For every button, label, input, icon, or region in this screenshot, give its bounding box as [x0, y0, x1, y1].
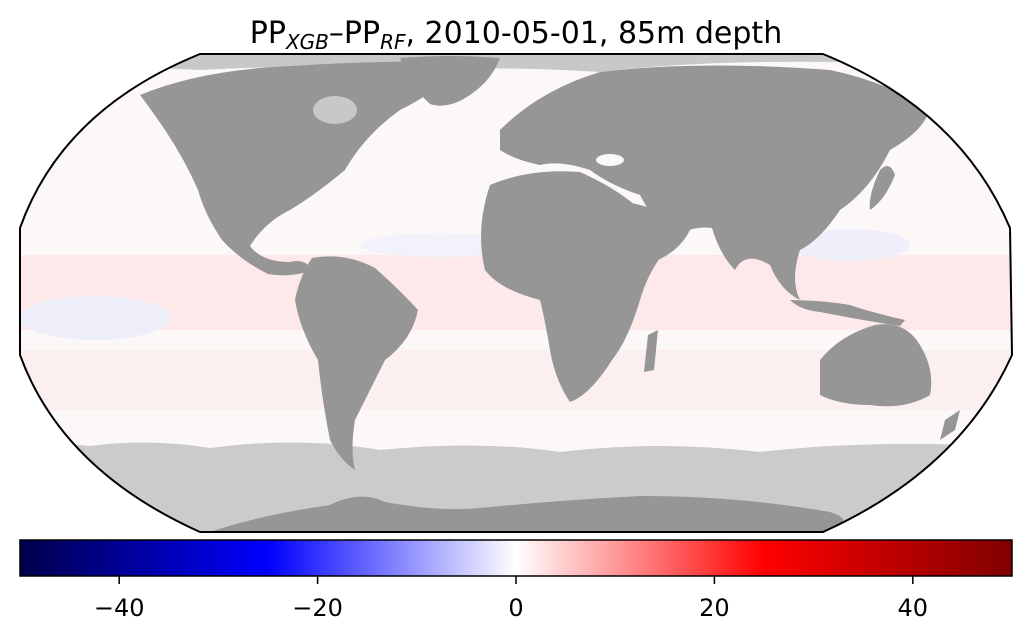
title-dash: –PP: [328, 16, 381, 51]
map-boundary: [19, 53, 1014, 533]
title-suffix: , 2010-05-01, 85m depth: [405, 16, 783, 51]
colorbar-tick-label: 40: [898, 594, 929, 622]
map-title: PPXGB–PPRF, 2010-05-01, 85m depth: [0, 16, 1032, 60]
madagascar: [644, 330, 658, 372]
colorbar-tick-label: 20: [699, 594, 730, 622]
caribbean-negative-patch: [360, 233, 520, 257]
australia: [820, 324, 932, 407]
title-sub-xgb: XGB: [285, 30, 329, 54]
eurasia: [500, 65, 930, 300]
indian-negative-patch: [790, 229, 910, 261]
new-zealand: [940, 410, 960, 440]
indonesia: [790, 300, 905, 326]
antarctica: [210, 496, 844, 532]
north-america: [140, 61, 470, 276]
world-map: [19, 53, 1014, 533]
title-prefix: PP: [249, 16, 286, 51]
colorbar-tick-label: 0: [508, 594, 523, 622]
africa: [481, 171, 666, 402]
title-sub-rf: RF: [380, 30, 406, 54]
colorbar-tick-label: −20: [292, 594, 343, 622]
japan: [869, 166, 895, 210]
pacific-negative-patch: [20, 296, 170, 340]
colorbar-tick-label: −40: [94, 594, 145, 622]
south-america: [295, 256, 418, 470]
colorbar-gradient: [19, 539, 1013, 577]
colorbar-ticks: −40 −20 0 20 40: [94, 576, 928, 622]
greenland: [400, 56, 500, 106]
hudson-bay: [313, 96, 357, 124]
black-sea: [596, 154, 624, 166]
arctic-no-data: [20, 54, 1012, 72]
arabian-peninsula: [612, 200, 690, 260]
